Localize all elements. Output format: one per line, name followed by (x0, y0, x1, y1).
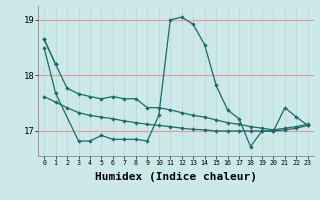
X-axis label: Humidex (Indice chaleur): Humidex (Indice chaleur) (95, 172, 257, 182)
